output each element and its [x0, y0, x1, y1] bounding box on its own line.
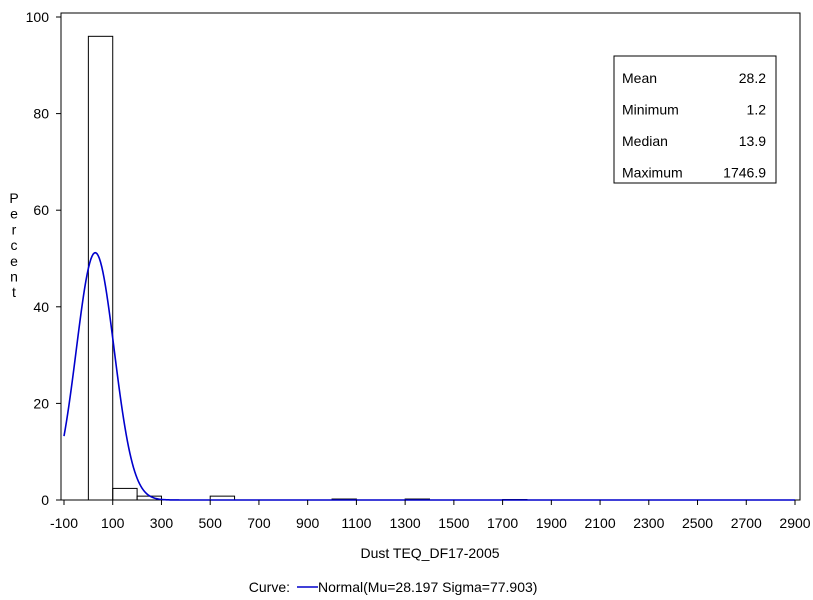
x-tick-label: 1500: [438, 515, 469, 531]
x-axis: -100 100 300 500 700 900 1100 1300 1500 1700 1900 2…: [50, 500, 811, 531]
x-tick-label: 500: [199, 515, 223, 531]
stat-value: 28.2: [739, 70, 766, 86]
stat-value: 1.2: [747, 102, 767, 118]
stat-label: Maximum: [622, 165, 683, 181]
x-tick-label: 1700: [487, 515, 518, 531]
curve-legend-label: Curve:: [249, 579, 290, 595]
x-tick-label: 2100: [584, 515, 615, 531]
y-axis: 0 20 40 60 80 100: [26, 9, 61, 508]
x-tick-label: 700: [247, 515, 271, 531]
x-tick-label: 900: [296, 515, 320, 531]
x-tick-label: 2900: [779, 515, 810, 531]
x-tick-label: 2700: [731, 515, 762, 531]
x-tick-label: -100: [50, 515, 78, 531]
stat-value: 13.9: [739, 133, 766, 149]
y-tick-label: 60: [33, 202, 49, 218]
histogram-bar-1: [112, 487, 138, 501]
x-tick-label: 100: [101, 515, 125, 531]
stats-box: Mean 28.2 Minimum 1.2 Median 13.9 Maximum 1746.…: [613, 55, 777, 184]
y-tick-label: 0: [41, 492, 49, 508]
histogram-bars: [87, 35, 528, 501]
y-tick-label: 20: [33, 395, 49, 411]
x-tick-label: 2300: [633, 515, 664, 531]
x-tick-label: 1100: [341, 515, 371, 531]
y-tick-label: 100: [26, 9, 50, 25]
x-tick-label: 2500: [682, 515, 713, 531]
stat-label: Mean: [622, 70, 657, 86]
stat-label: Median: [622, 133, 668, 149]
y-tick-label: 40: [33, 299, 49, 315]
y-tick-label: 80: [33, 106, 49, 122]
normal-curve: [63, 251, 795, 501]
x-tick-label: 300: [150, 515, 174, 531]
stat-value: 1746.9: [723, 165, 766, 181]
stat-label: Minimum: [622, 102, 679, 118]
curve-legend: Curve: Normal(Mu=28.197 Sigma=77.903): [249, 579, 538, 595]
histogram-bar-0: [87, 35, 114, 501]
x-axis-title: Dust TEQ_DF17-2005: [360, 545, 499, 561]
x-tick-label: 1900: [536, 515, 567, 531]
x-tick-label: 1300: [390, 515, 421, 531]
stats-box-frame: [613, 55, 777, 184]
curve-legend-text: Normal(Mu=28.197 Sigma=77.903): [318, 579, 537, 595]
